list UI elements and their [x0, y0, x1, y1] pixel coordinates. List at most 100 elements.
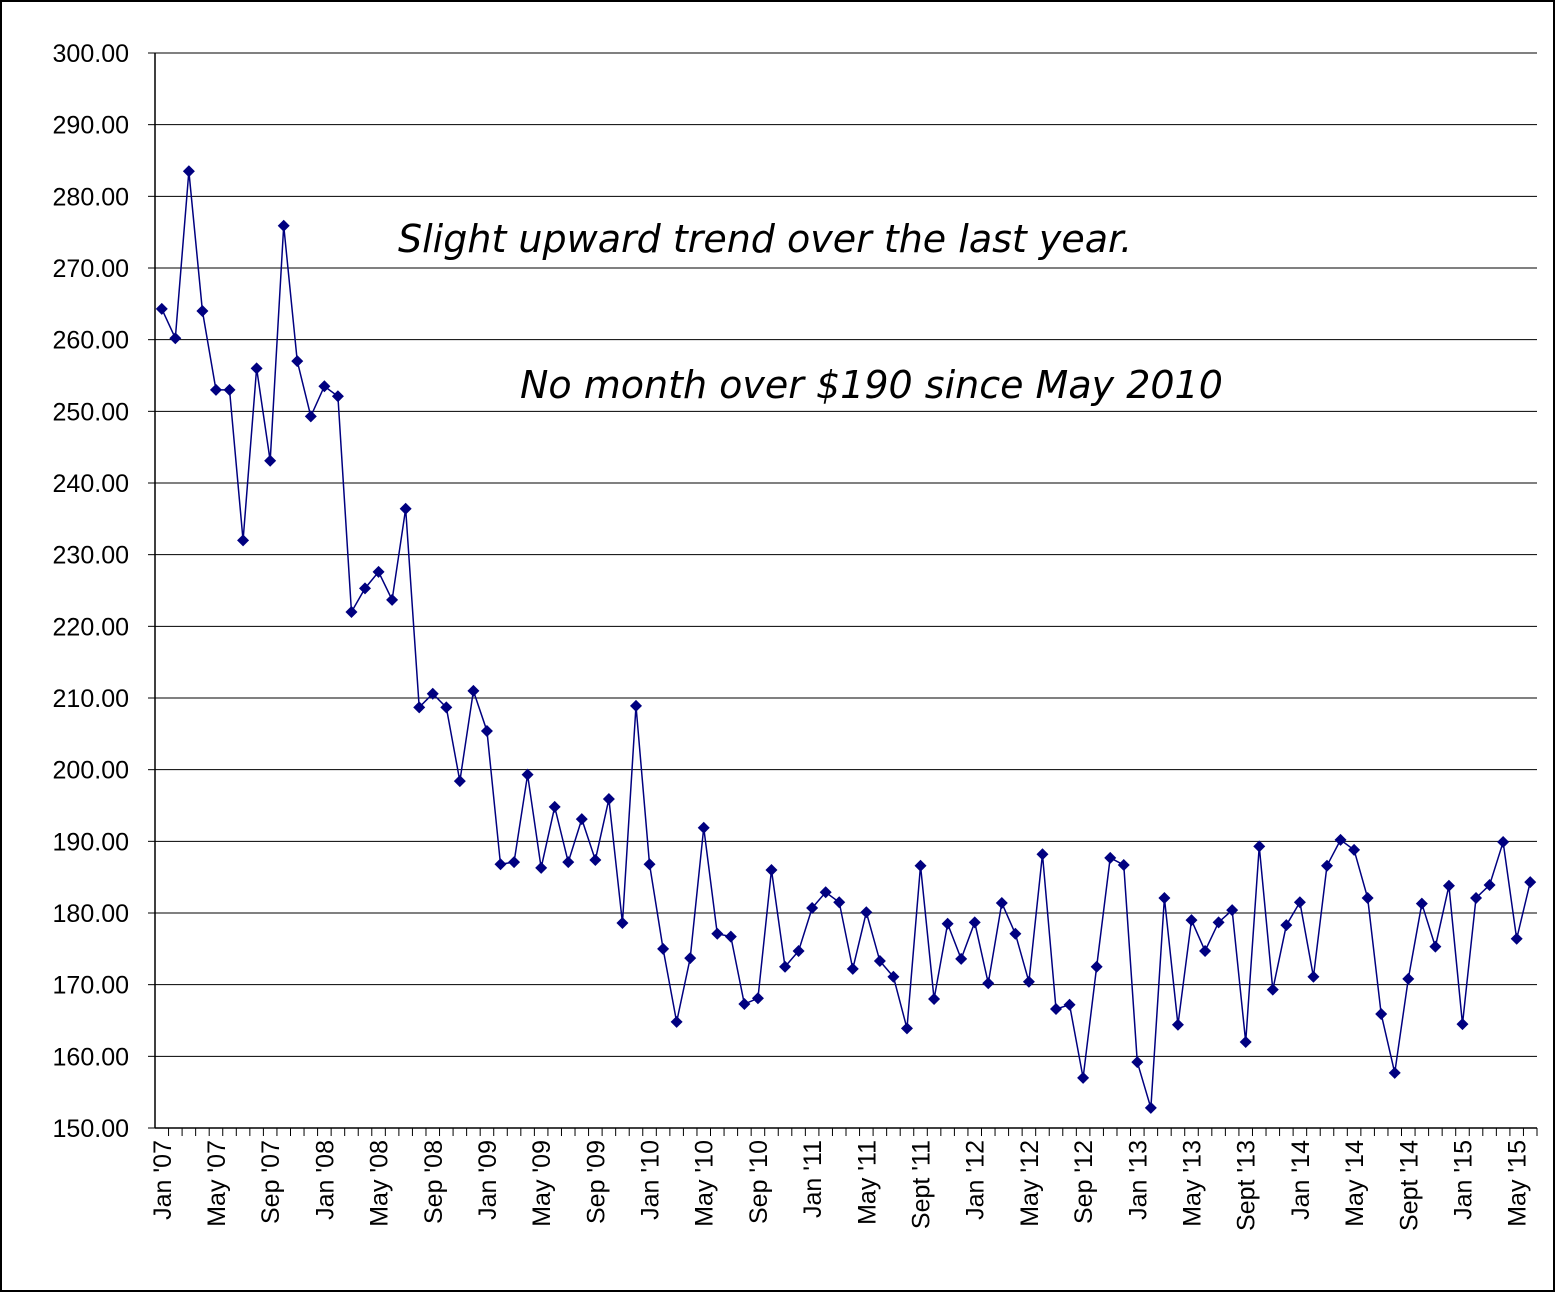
data-point [643, 858, 656, 871]
y-tick-label: 190.00 [53, 828, 129, 856]
data-point [1280, 919, 1293, 932]
data-point [955, 952, 968, 965]
y-tick-label: 250.00 [53, 398, 129, 426]
x-tick-label: Jan '11 [799, 1140, 827, 1218]
y-tick-label: 270.00 [53, 255, 129, 283]
y-tick-label: 200.00 [53, 757, 129, 785]
data-point [1415, 897, 1428, 910]
data-point [1036, 848, 1049, 861]
data-point [995, 896, 1008, 909]
data-point [1320, 859, 1333, 872]
data-point [331, 390, 344, 403]
data-point [494, 858, 507, 871]
data-point [1185, 914, 1198, 927]
x-tick-label: Jan '09 [474, 1140, 502, 1220]
data-point [968, 916, 981, 929]
y-tick-label: 170.00 [53, 972, 129, 1000]
data-point [1104, 851, 1117, 864]
x-tick-label: May '08 [366, 1140, 394, 1227]
data-point [670, 1015, 683, 1028]
data-point [1199, 944, 1212, 957]
data-point [1117, 858, 1130, 871]
data-point [1144, 1101, 1157, 1114]
x-tick-label: Jan '10 [637, 1140, 665, 1220]
data-point [819, 886, 832, 899]
x-tick-label: Sep '07 [257, 1140, 285, 1224]
data-point [1470, 891, 1483, 904]
data-point [548, 800, 561, 813]
data-point [223, 383, 236, 396]
data-point [575, 813, 588, 826]
x-tick-label: Sept '11 [908, 1140, 936, 1229]
data-point [1348, 843, 1361, 856]
x-tick-label: Sep '09 [582, 1140, 610, 1224]
y-tick-label: 290.00 [53, 112, 129, 140]
x-tick-label: Jan '08 [311, 1140, 339, 1220]
x-tick-label: Sept '14 [1395, 1140, 1423, 1231]
data-point [277, 219, 290, 232]
x-tick-label: Jan '14 [1287, 1140, 1315, 1220]
data-point [264, 454, 277, 467]
data-point [372, 565, 385, 578]
data-point [616, 917, 629, 930]
x-tick-label: May '10 [691, 1140, 719, 1227]
data-point [318, 380, 331, 393]
data-point [982, 977, 995, 990]
data-point [1063, 998, 1076, 1011]
data-point [751, 992, 764, 1005]
data-point [1442, 879, 1455, 892]
y-tick-label: 180.00 [53, 900, 129, 928]
annotation: No month over $190 since May 2010 [520, 363, 1223, 407]
data-point [724, 930, 737, 943]
data-point [1050, 1003, 1063, 1016]
x-tick-label: Sept '13 [1233, 1140, 1261, 1231]
data-point [900, 1022, 913, 1035]
data-point [1402, 972, 1415, 985]
data-point [1090, 960, 1103, 973]
data-point [453, 775, 466, 788]
data-point [169, 332, 182, 345]
data-point [941, 917, 954, 930]
y-tick-label: 150.00 [53, 1115, 129, 1143]
data-point [1497, 836, 1510, 849]
x-tick-label: Jan '12 [962, 1140, 990, 1220]
data-point [1524, 876, 1537, 889]
x-tick-label: Jan '07 [149, 1140, 177, 1220]
y-tick-label: 160.00 [53, 1043, 129, 1071]
data-point [806, 901, 819, 914]
y-tick-label: 280.00 [53, 183, 129, 211]
data-point [209, 383, 222, 396]
data-point [1361, 891, 1374, 904]
data-point [684, 952, 697, 965]
data-point [386, 593, 399, 606]
x-tick-label: Jan '15 [1449, 1140, 1477, 1220]
data-point [589, 853, 602, 866]
data-point [792, 944, 805, 957]
x-tick-label: May '09 [528, 1140, 556, 1227]
x-tick-label: May '12 [1016, 1140, 1044, 1227]
data-point [779, 960, 792, 973]
data-point [1253, 840, 1266, 853]
x-tick-label: May '11 [853, 1140, 881, 1225]
data-point [1293, 896, 1306, 909]
x-tick-label: May '14 [1341, 1140, 1369, 1227]
data-point [182, 165, 195, 178]
data-point [1212, 916, 1225, 929]
data-point [426, 687, 439, 700]
data-point [928, 993, 941, 1005]
x-tick-label: May '15 [1504, 1140, 1532, 1227]
data-point [345, 606, 358, 618]
data-point [697, 821, 710, 834]
data-point [887, 970, 900, 983]
data-point [467, 684, 480, 697]
data-point [1077, 1071, 1090, 1084]
x-tick-label: Sep '08 [420, 1140, 448, 1224]
data-point [562, 856, 575, 869]
data-point [1239, 1036, 1252, 1048]
data-point [1266, 983, 1279, 996]
y-tick-label: 300.00 [53, 40, 129, 68]
data-point [657, 942, 670, 955]
data-point [237, 534, 250, 547]
data-point [846, 962, 859, 975]
